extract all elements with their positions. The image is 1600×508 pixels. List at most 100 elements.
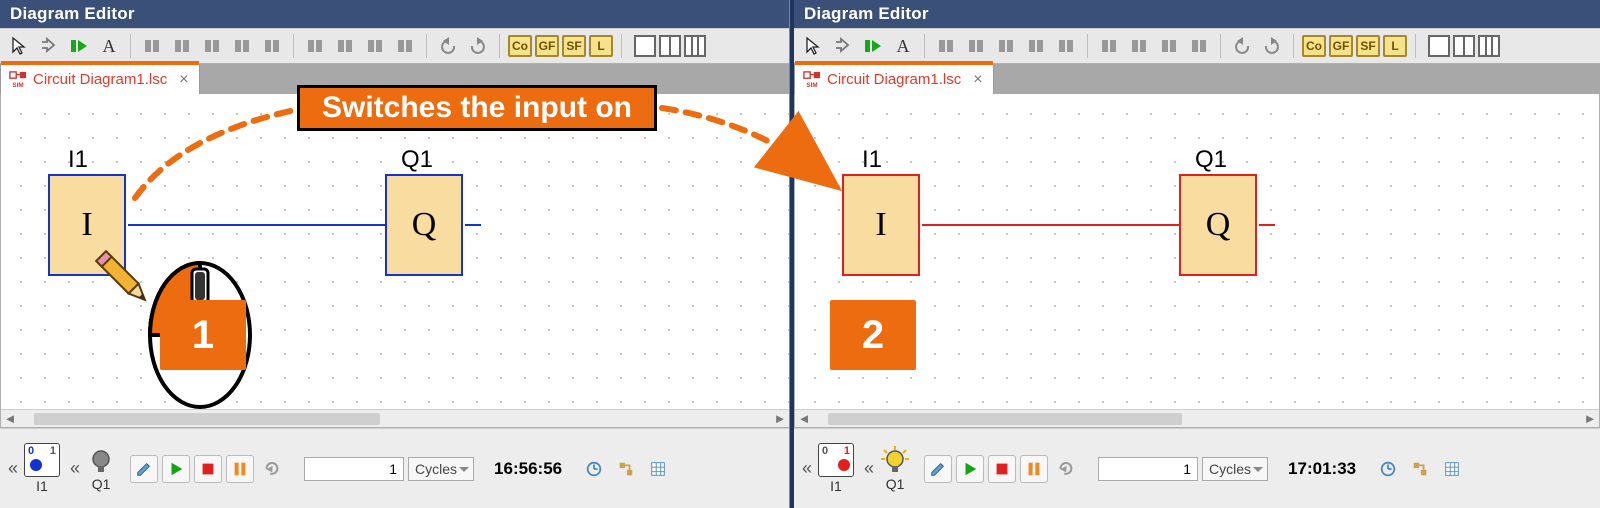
wire-I-Q [128, 224, 385, 226]
wire-I-Q [922, 224, 1179, 226]
sim-play-button[interactable] [162, 455, 190, 483]
view-3col[interactable] [1478, 35, 1500, 57]
sim-collapse-left[interactable]: « [802, 458, 808, 479]
sim-stop-button[interactable] [988, 455, 1016, 483]
tool-align-3[interactable] [229, 33, 255, 59]
pill-L[interactable]: L [589, 35, 613, 57]
tool-connect[interactable] [830, 33, 856, 59]
output-bulb-Q1: Q1 [880, 445, 910, 492]
flow-icon[interactable] [1406, 455, 1434, 483]
block-I-label: I1 [68, 146, 88, 174]
pill-Co[interactable]: Co [508, 35, 532, 57]
flow-icon[interactable] [612, 455, 640, 483]
pill-SF[interactable]: SF [1356, 35, 1380, 57]
sim-cycle-button[interactable] [258, 455, 286, 483]
scroll-left-icon[interactable]: ◄ [1, 410, 19, 428]
sim-pause-button[interactable] [1020, 455, 1048, 483]
input-switch-label: I1 [830, 478, 842, 494]
sim-play-button[interactable] [956, 455, 984, 483]
tool-dist-1[interactable] [1126, 33, 1152, 59]
tool-align-1[interactable] [169, 33, 195, 59]
tool-align-0[interactable] [139, 33, 165, 59]
view-2col[interactable] [1453, 35, 1475, 57]
cycles-input[interactable] [1098, 457, 1198, 481]
block-I[interactable]: I [48, 174, 126, 276]
sim-cycle-button[interactable] [1052, 455, 1080, 483]
horizontal-scrollbar[interactable]: ◄► [1, 409, 789, 427]
tool-cursor[interactable] [800, 33, 826, 59]
block-I-label: I1 [862, 146, 882, 174]
canvas-area[interactable]: I1IQ1Q◄► [794, 94, 1600, 428]
pill-Co[interactable]: Co [1302, 35, 1326, 57]
cycles-unit-select[interactable]: Cycles [408, 457, 474, 481]
tool-dist-3[interactable] [392, 33, 418, 59]
tool-playpair[interactable] [66, 33, 92, 59]
view-1col[interactable] [634, 35, 656, 57]
tool-connect[interactable] [36, 33, 62, 59]
tab-close-icon[interactable]: × [179, 71, 188, 89]
tool-redo[interactable] [465, 33, 491, 59]
pill-L[interactable]: L [1383, 35, 1407, 57]
tool-align-3[interactable] [1023, 33, 1049, 59]
sim-collapse-left[interactable]: « [8, 458, 14, 479]
tool-align-1[interactable] [963, 33, 989, 59]
tool-text[interactable]: A [890, 33, 916, 59]
block-Q[interactable]: Q [385, 174, 463, 276]
tool-text[interactable]: A [96, 33, 122, 59]
tool-dist-1[interactable] [332, 33, 358, 59]
view-3col[interactable] [684, 35, 706, 57]
tool-cursor[interactable] [6, 33, 32, 59]
tab-label: Circuit Diagram1.lsc [33, 71, 167, 88]
clock-icon[interactable] [580, 455, 608, 483]
block-I[interactable]: I [842, 174, 920, 276]
tool-align-4[interactable] [1053, 33, 1079, 59]
sim-edit-button[interactable] [130, 455, 158, 483]
clock-icon[interactable] [1374, 455, 1402, 483]
table-icon[interactable] [644, 455, 672, 483]
tool-dist-0[interactable] [302, 33, 328, 59]
sim-edit-button[interactable] [924, 455, 952, 483]
cycles-unit-select[interactable]: Cycles [1202, 457, 1268, 481]
tool-dist-3[interactable] [1186, 33, 1212, 59]
table-icon[interactable] [1438, 455, 1466, 483]
view-2col[interactable] [659, 35, 681, 57]
tool-playpair[interactable] [860, 33, 886, 59]
input-switch-I1[interactable]: 01I1 [818, 443, 854, 494]
tool-align-2[interactable] [199, 33, 225, 59]
tool-dist-2[interactable] [1156, 33, 1182, 59]
tool-dist-2[interactable] [362, 33, 388, 59]
sim-sep-1: « [864, 458, 870, 479]
cycles-input[interactable] [304, 457, 404, 481]
svg-text:SIM: SIM [806, 82, 817, 89]
tab-circuit-diagram[interactable]: SIM Circuit Diagram1.lsc × [0, 64, 200, 94]
horizontal-scrollbar[interactable]: ◄► [795, 409, 1599, 427]
tool-dist-0[interactable] [1096, 33, 1122, 59]
output-bulb-label: Q1 [92, 476, 111, 492]
view-1col[interactable] [1428, 35, 1450, 57]
block-Q-label: Q1 [401, 146, 433, 174]
editor-pane-right: Diagram EditorACoGFSFLSIMCircuit Diagram… [790, 0, 1600, 508]
tool-align-2[interactable] [993, 33, 1019, 59]
tab-close-icon[interactable]: × [973, 71, 982, 89]
sim-pause-button[interactable] [226, 455, 254, 483]
tool-align-4[interactable] [259, 33, 285, 59]
tab-circuit-diagram[interactable]: SIM Circuit Diagram1.lsc × [794, 64, 994, 94]
tab-strip: SIM Circuit Diagram1.lsc × [794, 64, 1600, 94]
pill-GF[interactable]: GF [535, 35, 559, 57]
tool-undo[interactable] [435, 33, 461, 59]
sim-stop-button[interactable] [194, 455, 222, 483]
scroll-left-icon[interactable]: ◄ [795, 410, 813, 428]
tab-label: Circuit Diagram1.lsc [827, 71, 961, 88]
pill-GF[interactable]: GF [1329, 35, 1353, 57]
block-Q[interactable]: Q [1179, 174, 1257, 276]
input-switch-I1[interactable]: 01I1 [24, 443, 60, 494]
scroll-right-icon[interactable]: ► [771, 410, 789, 428]
tool-undo[interactable] [1229, 33, 1255, 59]
svg-text:SIM: SIM [12, 82, 23, 89]
canvas-area[interactable]: I1IQ1Q◄► [0, 94, 790, 428]
tool-redo[interactable] [1259, 33, 1285, 59]
tool-align-0[interactable] [933, 33, 959, 59]
simulation-bar: «01I1«Q1Cycles16:56:56 [0, 428, 790, 508]
pill-SF[interactable]: SF [562, 35, 586, 57]
scroll-right-icon[interactable]: ► [1581, 410, 1599, 428]
